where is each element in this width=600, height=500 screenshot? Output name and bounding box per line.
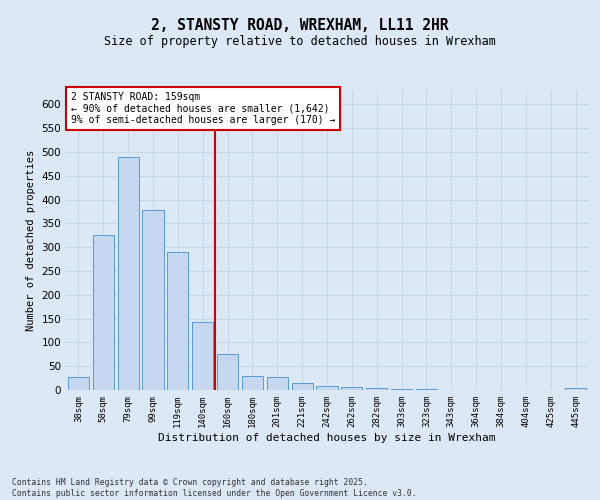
Text: 2, STANSTY ROAD, WREXHAM, LL11 2HR: 2, STANSTY ROAD, WREXHAM, LL11 2HR bbox=[151, 18, 449, 32]
Bar bbox=[292, 384, 313, 390]
X-axis label: Distribution of detached houses by size in Wrexham: Distribution of detached houses by size … bbox=[158, 432, 496, 442]
Bar bbox=[391, 388, 412, 390]
Bar bbox=[142, 210, 164, 390]
Bar bbox=[242, 376, 263, 390]
Bar bbox=[93, 235, 114, 390]
Bar bbox=[68, 376, 89, 390]
Bar bbox=[316, 386, 338, 390]
Text: Contains HM Land Registry data © Crown copyright and database right 2025.
Contai: Contains HM Land Registry data © Crown c… bbox=[12, 478, 416, 498]
Bar bbox=[565, 388, 586, 390]
Bar bbox=[167, 252, 188, 390]
Bar bbox=[192, 322, 213, 390]
Bar bbox=[267, 377, 288, 390]
Bar bbox=[366, 388, 387, 390]
Text: 2 STANSTY ROAD: 159sqm
← 90% of detached houses are smaller (1,642)
9% of semi-d: 2 STANSTY ROAD: 159sqm ← 90% of detached… bbox=[71, 92, 335, 124]
Text: Size of property relative to detached houses in Wrexham: Size of property relative to detached ho… bbox=[104, 35, 496, 48]
Bar bbox=[118, 156, 139, 390]
Bar bbox=[217, 354, 238, 390]
Bar bbox=[341, 386, 362, 390]
Y-axis label: Number of detached properties: Number of detached properties bbox=[26, 150, 36, 330]
Bar bbox=[416, 389, 437, 390]
